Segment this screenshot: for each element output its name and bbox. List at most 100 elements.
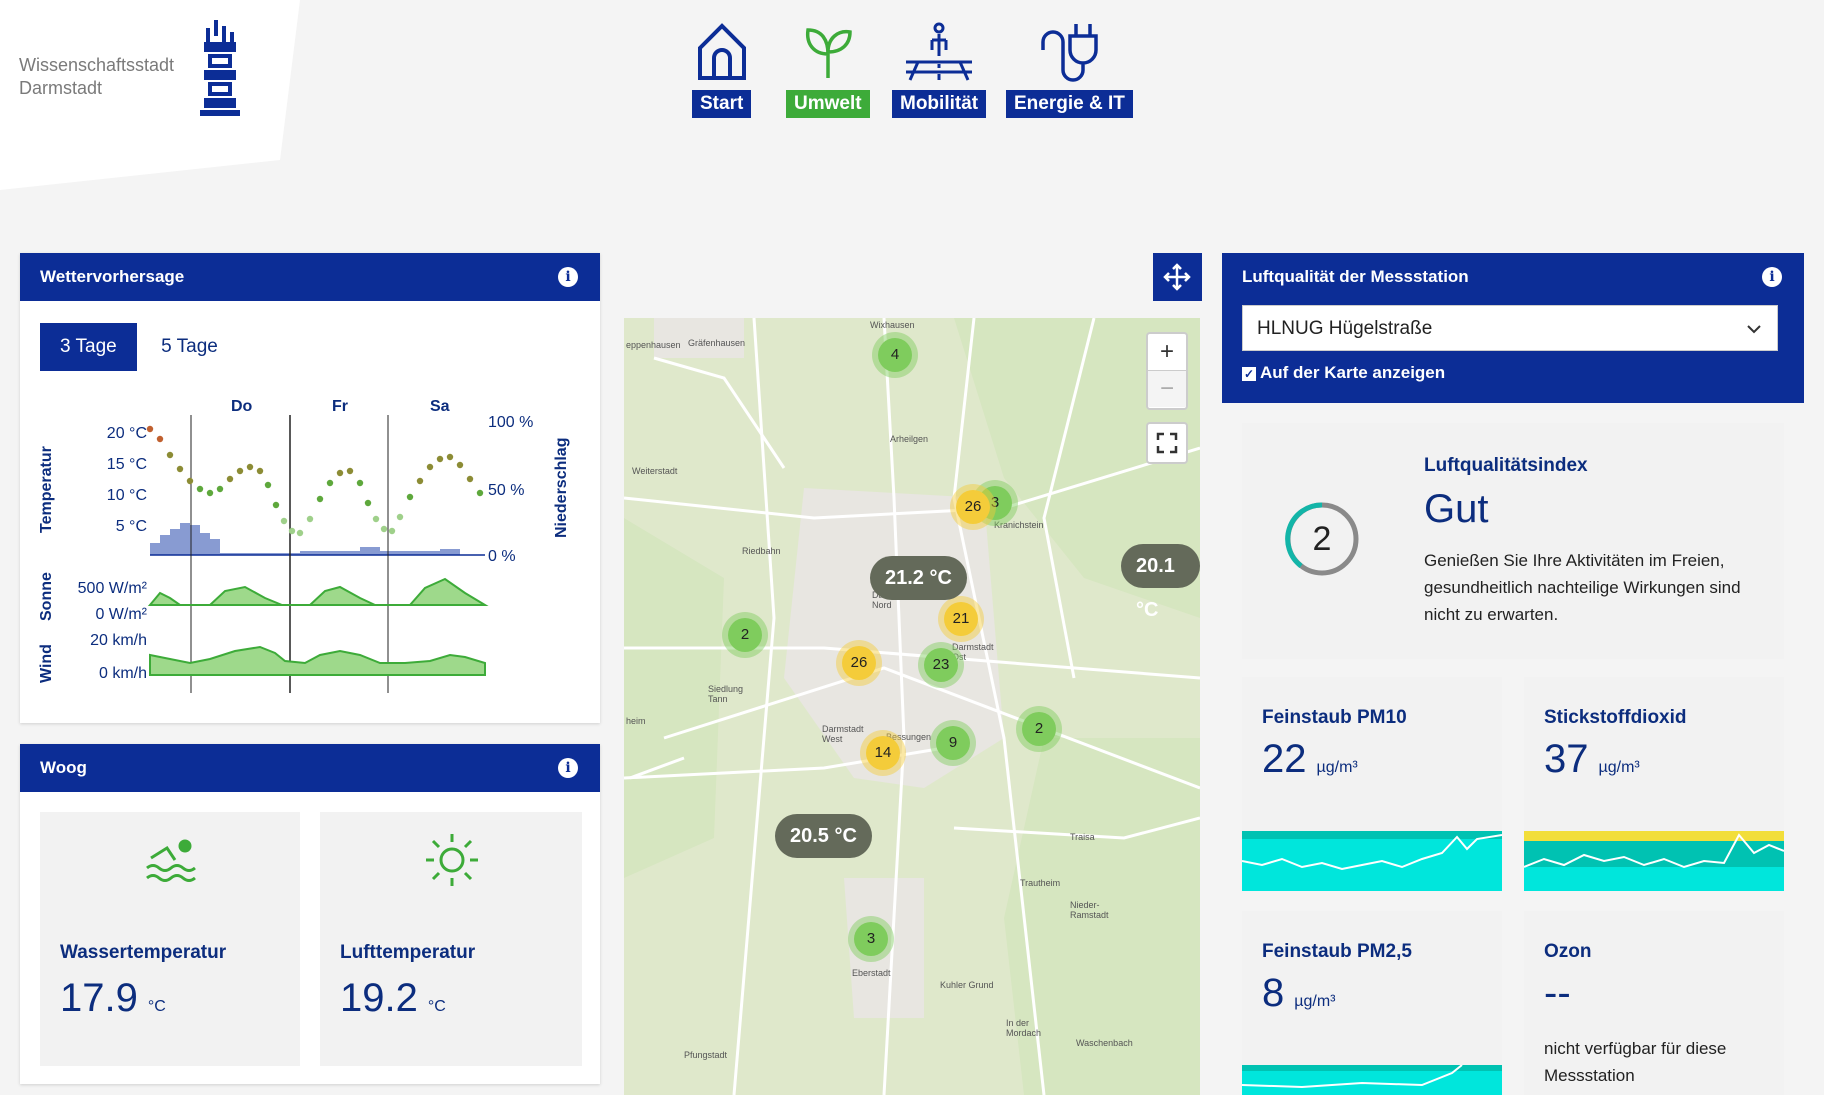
weather-tabs: 3 Tage 5 Tage [40,323,238,371]
map-label: Arheilgen [890,434,929,444]
temperature-point [426,463,434,471]
tab-5-tage[interactable]: 5 Tage [161,336,218,357]
air-quality-body: 2 Luftqualitätsindex Gut Genießen Sie Ih… [1222,403,1804,1095]
nav-energie[interactable]: Energie & IT [1006,22,1133,118]
temperature-point [256,467,264,475]
zoom-out-button[interactable]: − [1148,371,1186,407]
map-cluster[interactable]: 14 [866,736,900,770]
temperature-point [466,475,474,483]
sun-tick-2: 0 W/m² [95,606,147,623]
nav-label-umwelt: Umwelt [786,90,870,118]
axis-label-wind: Wind [38,644,55,683]
map-cluster[interactable]: 2 [728,618,762,652]
map-label: Siedlung Tann [708,684,744,704]
map-label: Trautheim [1020,878,1061,888]
zoom-control: + − [1146,332,1188,410]
map-cluster[interactable]: 9 [936,726,970,760]
nav-start[interactable]: Start [692,22,752,118]
show-on-map-checkbox[interactable]: ✓ Auf der Karte anzeigen [1242,363,1445,383]
water-temp-unit: °C [147,998,166,1015]
info-icon[interactable]: i [558,267,578,287]
no2-value: 37 µg/m³ [1544,737,1640,782]
map-label: Kuhler Grund [940,980,994,990]
temperature-marker[interactable]: 20.1 °C [1121,544,1200,621]
air-temp-label: Lufttemperatur [340,942,476,963]
map-label: Gräfenhausen [688,338,746,348]
pm10-tile: Feinstaub PM10 22 µg/m³ [1242,677,1502,891]
nav-mobilitaet[interactable]: Mobilität [892,22,987,118]
temperature-point [364,499,372,507]
sprout-icon [805,28,852,78]
map-cluster[interactable]: 2 [1022,712,1056,746]
map-label: Nieder-Ramstadt [1070,900,1109,920]
tab-3-tage[interactable]: 3 Tage [40,323,137,371]
logo-area[interactable]: Wissenschaftsstadt Darmstadt [0,0,300,190]
air-temp-value: 19.2 °C [340,976,446,1021]
precip-area [150,523,460,555]
temperature-point [436,455,444,463]
temperature-point [446,453,454,461]
temperature-point [346,467,354,475]
map-cluster[interactable]: 23 [924,648,958,682]
map-cluster[interactable]: 21 [944,602,978,636]
map[interactable]: Wixhausen Gräfenhausen eppenhausen Arhei… [624,318,1200,1095]
map-cluster[interactable]: 26 [842,646,876,680]
map-cluster[interactable]: 26 [956,490,990,524]
ozone-tile: Ozon -- nicht verfügbar für diese Messst… [1524,911,1784,1095]
day-label-do: Do [231,398,253,415]
air-temp-unit: °C [427,998,446,1015]
no2-number: 37 [1544,737,1589,781]
temperature-point [380,525,388,533]
map-label: Eberstadt [852,968,891,978]
temperature-point [456,461,464,469]
map-expand-button[interactable] [1153,253,1202,301]
map-cluster[interactable]: 4 [878,338,912,372]
ozone-value: -- [1544,971,1571,1015]
weather-title: Wettervorhersage [40,267,185,286]
air-temp-tile: Lufttemperatur 19.2 °C [320,812,582,1066]
temperature-point [406,493,414,501]
temperature-point [316,495,324,503]
water-temp-number: 17.9 [60,976,138,1020]
temp-tick-3: 10 °C [107,487,147,504]
temperature-point [336,469,344,477]
map-label: heim [626,716,646,726]
temp-tick-1: 20 °C [107,425,147,442]
aqi-tile: 2 Luftqualitätsindex Gut Genießen Sie Ih… [1242,423,1784,659]
temperature-point [476,489,484,497]
temp-tick-2: 15 °C [107,456,147,473]
air-quality-header: Luftqualität der Messstation i [1222,253,1804,301]
temperature-point [236,467,244,475]
info-icon[interactable]: i [558,758,578,778]
temperature-point [272,501,280,509]
plug-icon [1041,24,1099,82]
map-cluster[interactable]: 3 [854,922,888,956]
wind-area [149,645,486,676]
info-icon[interactable]: i [1762,267,1782,287]
map-label: eppenhausen [626,340,681,350]
no2-tile: Stickstoffdioxid 37 µg/m³ [1524,677,1784,891]
zoom-in-button[interactable]: + [1148,334,1186,371]
aqi-value: 2 [1313,520,1332,558]
temperature-marker[interactable]: 20.5 °C [775,814,872,858]
no2-sparkline [1524,831,1784,891]
logo-text: Wissenschaftsstadt Darmstadt [19,54,174,100]
sun-icon [426,834,478,886]
nav-umwelt[interactable]: Umwelt [786,22,870,118]
temperature-point [176,465,184,473]
weather-card-header: Wettervorhersage i [20,253,600,301]
day-label-fr: Fr [332,398,348,415]
pm25-label: Feinstaub PM2,5 [1262,941,1412,962]
pm10-label: Feinstaub PM10 [1262,707,1407,728]
water-temp-label: Wassertemperatur [60,942,227,963]
temperature-marker[interactable]: 21.2 °C [870,556,967,600]
crossing-icon [906,22,973,81]
aqi-gauge: 2 [1285,502,1359,576]
map-labels: Wixhausen Gräfenhausen eppenhausen Arhei… [624,318,1200,1095]
station-select[interactable]: HLNUG Hügelstraße [1242,305,1778,351]
temperature-curve [146,425,484,537]
temperature-point [396,513,404,521]
fullscreen-button[interactable] [1146,422,1188,464]
sun-area [147,577,489,606]
ozone-note: nicht verfügbar für diese Messstation [1544,1039,1727,1085]
